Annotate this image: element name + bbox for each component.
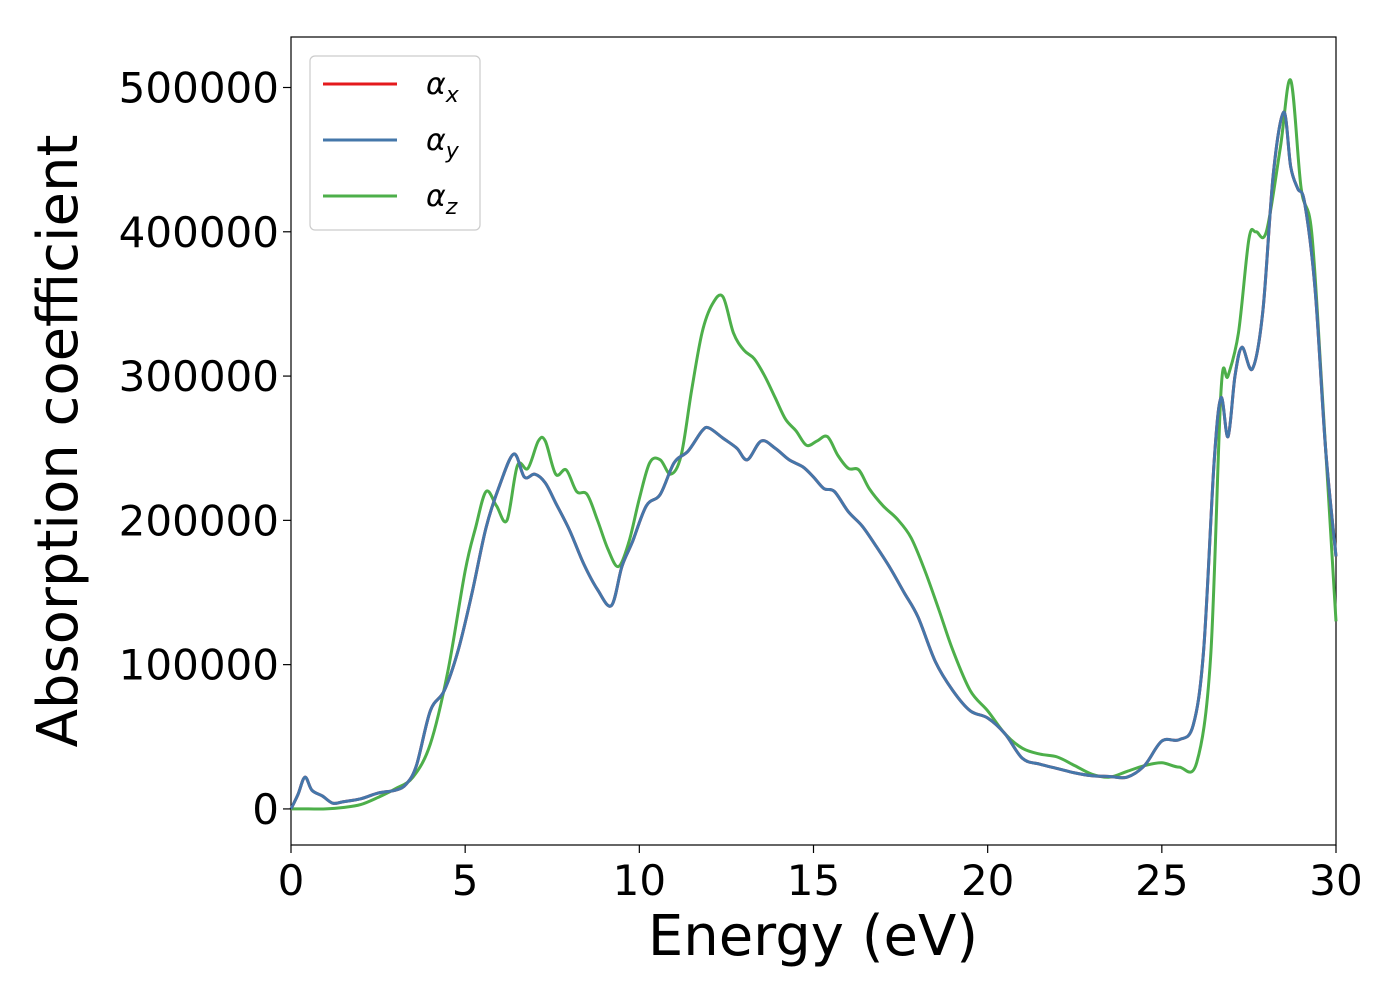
series-line-z: [290, 78, 1338, 811]
legend: αx αy αz: [309, 55, 481, 231]
x-tick-label: 25: [1135, 856, 1188, 905]
legend-label-z: αz: [426, 179, 458, 220]
series-line-y: [289, 110, 1338, 810]
x-tick-label: 30: [1309, 856, 1362, 905]
x-tick-label: 0: [278, 856, 305, 905]
legend-box: [309, 55, 481, 231]
legend-label-x: αx: [426, 67, 460, 108]
y-tick-label: 400000: [119, 208, 279, 257]
x-axis-ticks: 0 5 10 15 20 25 30: [278, 845, 1363, 905]
y-tick-label: 200000: [119, 496, 279, 545]
x-tick-label: 20: [961, 856, 1014, 905]
legend-label-y: αy: [426, 123, 460, 164]
y-tick-label: 0: [252, 785, 279, 834]
legend-items: αx αy αz: [323, 67, 460, 220]
x-axis-title: Energy (eV): [648, 904, 978, 969]
y-tick-label: 100000: [119, 641, 279, 690]
y-axis-title: Absorption coefficient: [26, 135, 91, 748]
y-tick-label: 500000: [119, 64, 279, 113]
y-tick-label: 300000: [119, 352, 279, 401]
x-tick-label: 15: [787, 856, 840, 905]
x-tick-label: 5: [452, 856, 479, 905]
y-axis-ticks: 0 100000 200000 300000 400000 500000: [119, 64, 291, 834]
x-tick-label: 10: [613, 856, 666, 905]
series-lines: [289, 78, 1338, 811]
